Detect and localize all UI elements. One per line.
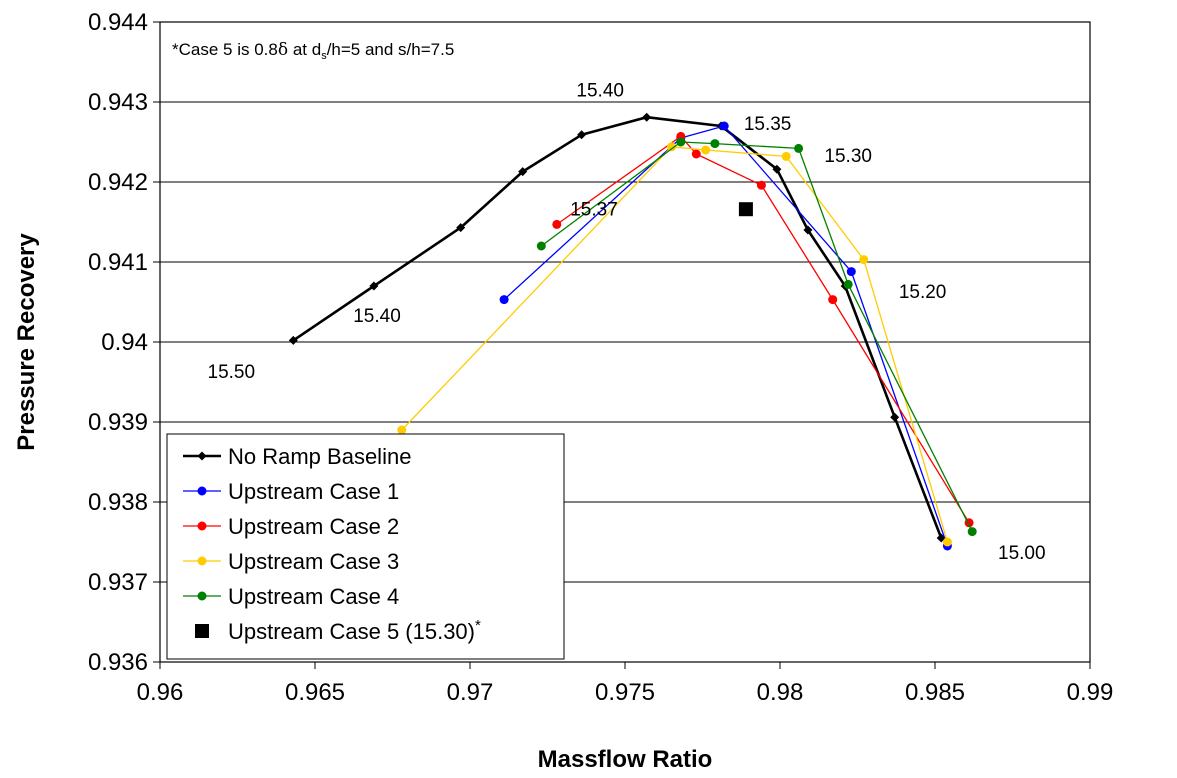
x-tick-label: 0.97 — [447, 679, 494, 706]
legend-label: Upstream Case 2 — [228, 514, 399, 539]
data-point — [738, 202, 753, 217]
y-tick-label: 0.937 — [88, 569, 148, 596]
data-point — [890, 412, 900, 422]
data-point — [843, 279, 853, 289]
legend-entry: No Ramp Baseline — [183, 444, 411, 469]
point-annotation: 15.00 — [998, 543, 1046, 564]
series-3 — [552, 131, 974, 528]
case5-footnote: *Case 5 is 0.8δ at ds/h=5 and s/h=7.5 — [172, 40, 454, 62]
point-annotations: 15.40 15.35 15.30 15.37 15.20 15.40 15.50 15.00 — [208, 80, 1046, 563]
legend-label: Upstream Case 5 (15.30)* — [228, 617, 481, 644]
note-delta: δ — [278, 40, 288, 60]
series-line — [540, 141, 973, 532]
note-part-3: /h=5 and s/h=7.5 — [327, 40, 455, 59]
y-tick-label: 0.941 — [88, 249, 148, 276]
point-annotation: 15.30 — [824, 146, 872, 167]
note-part-2: at d — [288, 40, 321, 59]
series-5 — [536, 137, 977, 537]
legend-items: No Ramp Baseline Upstream Case 1 Upstream … — [183, 444, 481, 644]
data-point — [756, 180, 766, 190]
x-tick-label: 0.985 — [905, 679, 965, 706]
data-point — [710, 139, 720, 149]
point-annotation: 15.40 — [353, 306, 401, 327]
series-line — [401, 146, 949, 543]
data-point — [942, 537, 952, 547]
point-annotation: 15.40 — [576, 80, 624, 101]
data-point — [719, 121, 729, 131]
legend-swatch-marker — [197, 521, 207, 531]
x-tick-label: 0.965 — [285, 679, 345, 706]
y-tick-label: 0.943 — [88, 89, 148, 116]
data-point — [288, 335, 298, 345]
y-tick-label: 0.938 — [88, 489, 148, 516]
point-annotation: 15.50 — [208, 362, 256, 383]
series-6 — [738, 202, 753, 217]
y-axis-title: Pressure Recovery — [13, 233, 40, 451]
x-axis-ticks: 0.96 0.965 0.97 0.975 0.98 0.985 0.99 — [137, 662, 1114, 706]
data-point — [701, 145, 711, 155]
x-tick-label: 0.96 — [137, 679, 184, 706]
data-point — [456, 223, 466, 233]
legend-swatch-marker — [197, 486, 207, 496]
data-point — [518, 167, 528, 177]
x-tick-label: 0.99 — [1067, 679, 1114, 706]
y-tick-label: 0.94 — [101, 329, 148, 356]
series-4 — [397, 142, 952, 547]
data-point — [781, 151, 791, 161]
legend-entry: Upstream Case 4 — [183, 584, 399, 609]
data-point — [676, 137, 686, 147]
note-part-1: *Case 5 is 0.8 — [172, 40, 278, 59]
point-annotation: 15.37 — [570, 200, 618, 221]
legend-label: Upstream Case 3 — [228, 549, 399, 574]
data-point — [772, 164, 782, 174]
legend-label: Upstream Case 1 — [228, 479, 399, 504]
point-annotation: 15.35 — [744, 114, 792, 135]
data-point — [846, 267, 856, 277]
y-axis-ticks: 0.936 0.937 0.938 0.939 0.94 0.941 0.942 0.943 0… — [88, 9, 160, 676]
data-point — [552, 219, 562, 229]
legend-label-superscript: * — [475, 617, 481, 634]
data-point — [828, 295, 838, 305]
y-tick-label: 0.936 — [88, 649, 148, 676]
x-tick-label: 0.98 — [757, 679, 804, 706]
legend-box — [166, 433, 565, 660]
series-1 — [288, 112, 946, 543]
legend-swatch-marker — [195, 624, 209, 638]
legend-swatch-marker — [197, 451, 207, 461]
data-point — [577, 130, 587, 140]
data-point — [967, 527, 977, 537]
legend: No Ramp Baseline Upstream Case 1 Upstream … — [166, 433, 565, 660]
point-annotation: 15.20 — [899, 282, 947, 303]
x-tick-label: 0.975 — [595, 679, 655, 706]
data-point — [369, 281, 379, 291]
series-line — [292, 115, 943, 539]
legend-entry: Upstream Case 3 — [183, 549, 399, 574]
y-tick-label: 0.942 — [88, 169, 148, 196]
y-tick-label: 0.944 — [88, 9, 148, 36]
y-tick-label: 0.939 — [88, 409, 148, 436]
data-point — [642, 112, 652, 122]
note-subscript: s — [321, 50, 327, 62]
legend-label: No Ramp Baseline — [228, 444, 411, 469]
data-point — [859, 255, 869, 265]
data-point — [667, 142, 676, 152]
data-point — [536, 241, 546, 251]
legend-swatch-marker — [197, 556, 207, 566]
series-line — [503, 125, 949, 547]
data-point — [803, 225, 813, 235]
series-line — [556, 135, 970, 524]
x-axis-title: Massflow Ratio — [538, 746, 713, 773]
series-2 — [499, 121, 952, 551]
data-series — [288, 112, 977, 551]
legend-entry: Upstream Case 2 — [183, 514, 399, 539]
legend-entry: Upstream Case 1 — [183, 479, 399, 504]
data-point — [794, 143, 804, 153]
legend-label: Upstream Case 4 — [228, 584, 399, 609]
data-point — [499, 295, 509, 305]
legend-swatch-marker — [197, 591, 207, 601]
legend-entry: Upstream Case 5 (15.30)* — [195, 617, 481, 644]
data-point — [397, 425, 407, 435]
data-point — [691, 149, 701, 159]
